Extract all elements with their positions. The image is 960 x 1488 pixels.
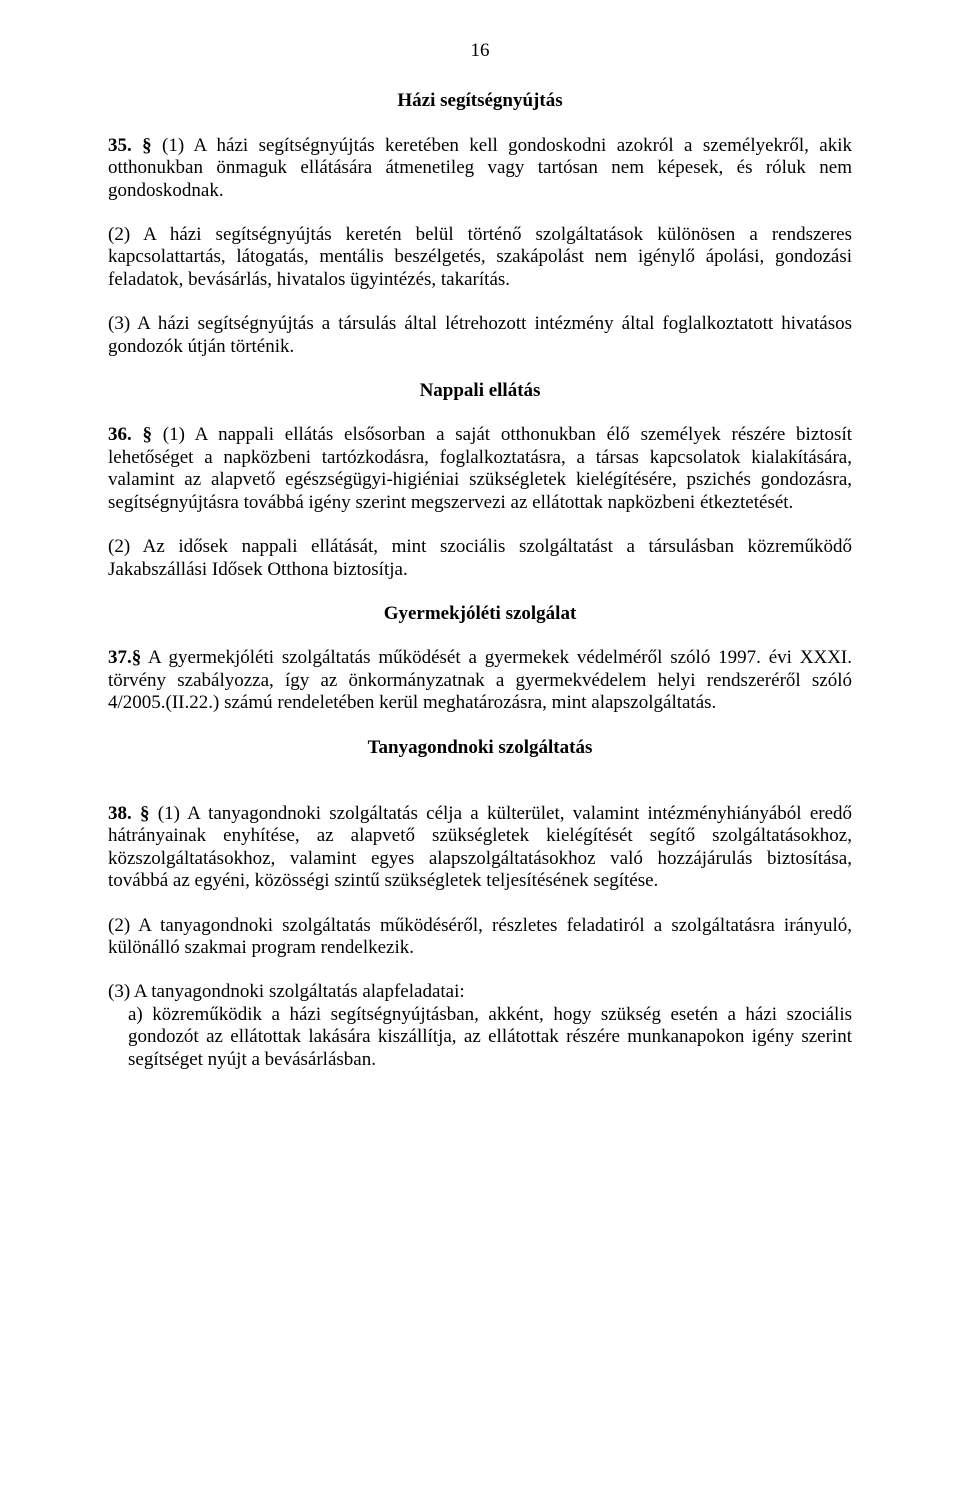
lead-36: 36. § [108, 424, 152, 445]
para-36-2: (2) Az idősek nappali ellátását, mint sz… [108, 536, 852, 581]
lead-38: 38. § [108, 803, 150, 824]
para-38-2: (2) A tanyagondnoki szolgáltatás működés… [108, 915, 852, 960]
page-number: 16 [108, 40, 852, 62]
text-38-1: (1) A tanyagondnoki szolgáltatás célja a… [108, 803, 852, 891]
para-37-1: 37.§ A gyermekjóléti szolgáltatás működé… [108, 647, 852, 714]
text-35-1: (1) A házi segítségnyújtás keretében kel… [108, 135, 852, 201]
para-35-2: (2) A házi segítségnyújtás keretén belül… [108, 224, 852, 291]
heading-hazi-segitsegnyujtas: Házi segítségnyújtás [108, 90, 852, 112]
text-36-1: (1) A nappali ellátás elsősorban a saját… [108, 424, 852, 512]
para-38-3-intro: (3) A tanyagondnoki szolgáltatás alapfel… [108, 981, 852, 1003]
heading-nappali-ellatas: Nappali ellátás [108, 380, 852, 402]
lead-35: 35. § [108, 135, 152, 156]
heading-gyermekjoleti-szolgalat: Gyermekjóléti szolgálat [108, 603, 852, 625]
lead-37: 37.§ [108, 647, 141, 668]
heading-tanyagondnoki-szolgaltatas: Tanyagondnoki szolgáltatás [108, 737, 852, 759]
para-35-1: 35. § (1) A házi segítségnyújtás keretéb… [108, 135, 852, 202]
para-38-3-a: a) közreműködik a házi segítségnyújtásba… [108, 1004, 852, 1071]
para-35-3: (3) A házi segítségnyújtás a társulás ál… [108, 313, 852, 358]
para-38-1: 38. § (1) A tanyagondnoki szolgáltatás c… [108, 803, 852, 893]
para-36-1: 36. § (1) A nappali ellátás elsősorban a… [108, 424, 852, 514]
text-37-1: A gyermekjóléti szolgáltatás működését a… [108, 647, 852, 713]
